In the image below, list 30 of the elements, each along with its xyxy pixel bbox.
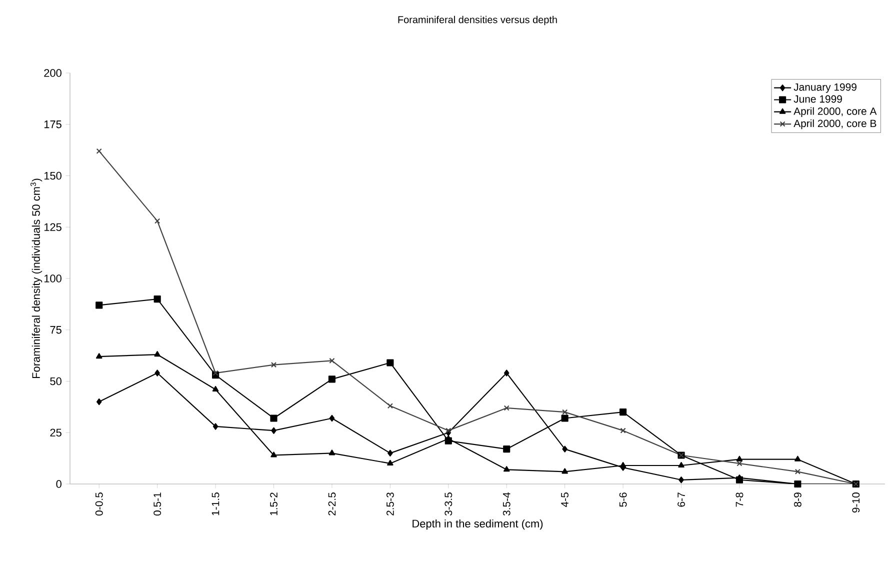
x-tick-label: 4-5: [561, 492, 568, 507]
x-tick-label: 7-8: [736, 492, 744, 507]
x-tick-label: 5-6: [619, 492, 627, 507]
y-tick-label: 200: [44, 69, 62, 77]
x-tick-label: 2-2.5: [328, 492, 336, 516]
y-tick-label: 150: [44, 172, 62, 180]
y-tick-label: 100: [44, 274, 62, 282]
y-tick-label: 175: [44, 120, 62, 128]
x-tick-label: 6-7: [678, 492, 685, 507]
x-tick-label: 3.5-4: [502, 492, 510, 516]
x-tick-label: 0-0.5: [95, 492, 103, 516]
x-tick-label: 1.5-2: [270, 492, 278, 516]
legend-label: April 2000, core A: [794, 107, 877, 117]
x-axis-title: Depth in the sediment (cm): [412, 519, 543, 530]
y-tick-label: 0: [56, 480, 62, 488]
y-tick-label: 125: [44, 223, 62, 232]
x-tick-label: 8-9: [794, 492, 802, 507]
x-tick-label: 2.5-3: [386, 492, 394, 516]
y-axis-title: Foraminiferal density (individuals 50 cm$^{3}$): [30, 178, 42, 378]
x-tick-label: 3-3.5: [444, 492, 452, 516]
x-tick-label: 9-10: [852, 492, 860, 513]
legend-label: April 2000, core B: [794, 119, 876, 130]
y-tick-label: 50: [50, 377, 62, 386]
chart-title: Foraminiferal densities versus depth: [398, 16, 557, 26]
y-tick-label: 75: [50, 326, 62, 334]
legend-label: January 1999: [794, 83, 856, 93]
x-tick-label: 1-1.5: [212, 492, 220, 516]
x-tick-label: 0.5-1: [154, 492, 162, 516]
legend-label: June 1999: [794, 95, 842, 103]
y-tick-label: 25: [50, 428, 62, 437]
